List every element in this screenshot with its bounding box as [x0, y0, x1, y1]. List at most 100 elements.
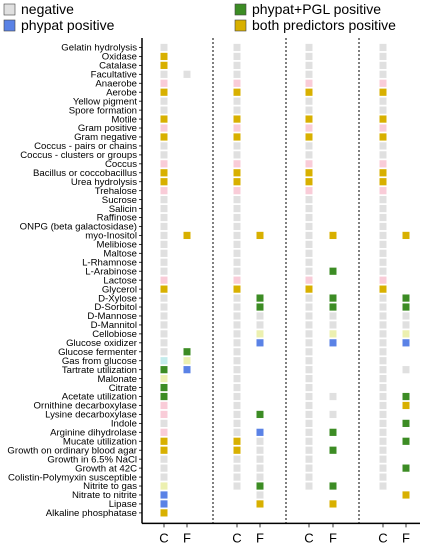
cell-NA4-C-25	[305, 267, 313, 275]
legend-label-1: phypat+PGL positive	[252, 1, 381, 17]
cell-NA4-C-4	[305, 79, 313, 87]
trait-label-32: Cellobiose	[92, 329, 137, 340]
trait-label-38: Citrate	[109, 383, 137, 394]
cell-NA1-C-45	[233, 446, 241, 454]
cell-CH34-C-35	[160, 357, 168, 365]
cell-H1130-C-49	[379, 482, 387, 490]
cell-CH34-C-49	[160, 482, 168, 490]
cell-NA1-C-43	[233, 428, 241, 436]
cell-NA1-F-32	[256, 330, 264, 338]
cell-CH34-C-7	[160, 106, 168, 114]
trait-label-18: Salicin	[109, 204, 137, 215]
cell-NA1-C-13	[233, 160, 241, 168]
cell-CH34-C-19	[160, 213, 168, 222]
cell-H1130-F-39	[402, 392, 410, 401]
trait-label-50: Nitrate to nitrite	[72, 490, 137, 501]
cell-H1130-C-10	[379, 133, 387, 141]
cell-NA1-F-41	[256, 410, 264, 419]
cell-H1130-C-47	[379, 464, 387, 472]
cell-CH34-C-31	[160, 321, 168, 329]
cell-NA1-F-29	[256, 303, 264, 311]
cell-NA4-C-9	[305, 124, 313, 132]
cell-H1130-C-8	[379, 115, 387, 123]
trait-label-51: Lipase	[109, 499, 137, 510]
cell-CH34-C-37	[160, 375, 168, 383]
cell-H1130-F-21	[402, 231, 410, 240]
cell-NA4-C-46	[305, 455, 313, 463]
cell-H1130-C-3	[379, 70, 387, 78]
cell-H1130-C-43	[379, 428, 387, 436]
cell-NA1-F-47	[256, 464, 264, 472]
cell-NA4-C-28	[305, 294, 313, 302]
trait-label-0: Gelatin hydrolysis	[61, 43, 137, 54]
organism-label-NA1: NA1	[236, 548, 261, 550]
cell-H1130-F-50	[402, 491, 410, 499]
cell-NA1-C-39	[233, 392, 241, 401]
cell-NA4-C-26	[305, 276, 313, 284]
trait-label-49: Nitrite to gas	[83, 481, 137, 492]
trait-label-26: Lactose	[103, 275, 137, 286]
cell-NA4-C-37	[305, 375, 313, 383]
cell-H1130-C-33	[379, 339, 387, 347]
cell-NA4-C-31	[305, 321, 313, 329]
cell-H1130-C-21	[379, 231, 387, 240]
trait-label-33: Glucose oxidizer	[66, 338, 138, 349]
cell-H1130-F-44	[402, 437, 410, 445]
cell-H1130-C-30	[379, 312, 387, 320]
cell-NA4-F-29	[329, 303, 337, 311]
column-label-NA4-F: F	[329, 530, 337, 545]
cell-NA4-C-45	[305, 446, 313, 454]
cell-NA4-C-38	[305, 383, 313, 392]
cell-NA4-C-34	[305, 348, 313, 356]
trait-label-22: Melibiose	[96, 240, 137, 251]
trait-label-48: Colistin-Polymyxin susceptible	[8, 472, 137, 483]
cell-H1130-C-6	[379, 97, 387, 105]
trait-label-40: Ornithine decarboxylase	[34, 401, 137, 412]
cell-NA1-F-31	[256, 321, 264, 329]
cell-NA4-C-1	[305, 52, 313, 61]
cell-CH34-C-13	[160, 160, 168, 168]
cell-NA1-C-38	[233, 383, 241, 392]
cell-NA1-C-4	[233, 79, 241, 87]
cell-H1130-C-20	[379, 222, 387, 231]
cell-NA1-C-24	[233, 258, 241, 266]
trait-label-21: myo-Inositol	[85, 231, 137, 242]
trait-label-13: Coccus	[105, 159, 137, 170]
cell-H1130-C-27	[379, 285, 387, 293]
cell-NA1-F-30	[256, 312, 264, 320]
cell-CH34-C-48	[160, 473, 168, 481]
cell-NA4-C-20	[305, 222, 313, 231]
cell-CH34-C-3	[160, 70, 168, 78]
cell-NA4-F-51	[329, 500, 337, 508]
cell-H1130-C-26	[379, 276, 387, 284]
trait-label-44: Mucate utilization	[63, 436, 137, 447]
cell-NA4-C-43	[305, 428, 313, 436]
cell-NA4-C-0	[305, 43, 313, 52]
cell-NA4-C-6	[305, 97, 313, 105]
cell-NA1-C-19	[233, 213, 241, 222]
cell-NA1-C-30	[233, 312, 241, 320]
cell-H1130-F-31	[402, 321, 410, 329]
trait-label-17: Sucrose	[102, 195, 137, 206]
cell-NA1-F-33	[256, 339, 264, 347]
cell-NA4-F-21	[329, 231, 337, 240]
trait-label-19: Raffinose	[97, 213, 137, 224]
trait-label-46: Growth in 6.5% NaCl	[47, 454, 137, 465]
cell-NA4-F-33	[329, 339, 337, 347]
trait-label-15: Urea hydrolysis	[71, 177, 137, 188]
trait-label-27: Glycerol	[102, 284, 137, 295]
cell-H1130-C-39	[379, 392, 387, 401]
cell-NA1-C-1	[233, 52, 241, 61]
cell-NA1-F-51	[256, 500, 264, 508]
trait-label-12: Coccus - clusters or groups	[20, 150, 137, 161]
plot-axes	[139, 38, 420, 528]
column-label-NA1-F: F	[256, 530, 264, 545]
cell-H1130-C-40	[379, 401, 387, 410]
cell-CH34-C-25	[160, 267, 168, 275]
cell-NA1-C-11	[233, 142, 241, 150]
trait-label-43: Arginine dihydrolase	[50, 428, 137, 439]
cell-CH34-C-9	[160, 124, 168, 132]
legend-swatch-0	[3, 3, 16, 16]
trait-label-8: Motile	[111, 114, 137, 125]
cell-NA4-C-39	[305, 392, 313, 401]
